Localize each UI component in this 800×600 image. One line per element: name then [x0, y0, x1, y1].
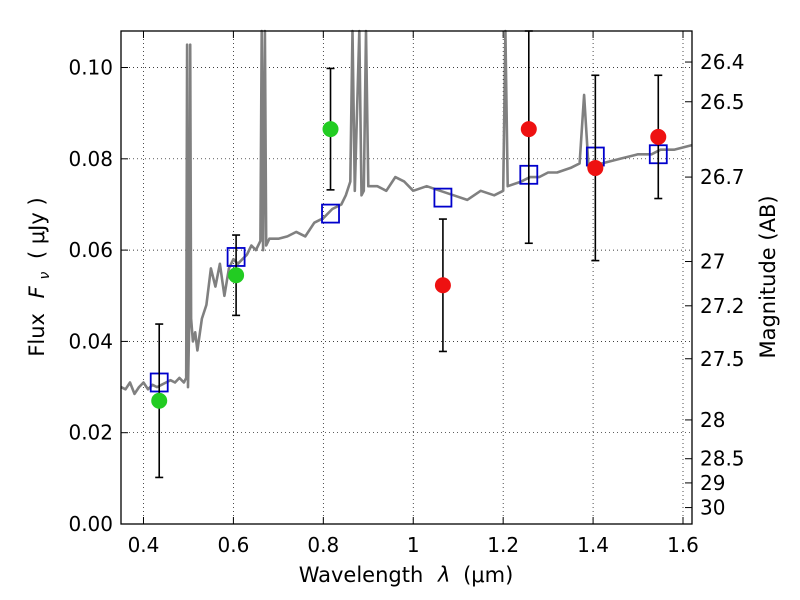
x-axis-label-text: Wavelength — [299, 563, 424, 587]
right-tick-label: 27.2 — [700, 294, 745, 318]
detection-point — [228, 267, 245, 284]
x-tick-label: 0.8 — [307, 533, 339, 557]
x-tick-label: 1.2 — [487, 533, 519, 557]
x-tick-label: 1 — [407, 533, 420, 557]
right-tick-label: 30 — [700, 496, 725, 520]
right-tick-label: 27 — [700, 250, 725, 274]
plot-data — [120, 29, 693, 479]
upper-limit-point — [650, 128, 667, 145]
x-tick-label: 1.4 — [577, 533, 609, 557]
detection-point — [322, 121, 339, 138]
upper-limit-point — [434, 277, 451, 294]
y-tick-label: 0.00 — [68, 512, 113, 536]
y-tick-label: 0.02 — [68, 421, 113, 445]
model-photometry-square — [433, 187, 453, 208]
x-tick-label: 0.4 — [128, 533, 160, 557]
y-tick-label: 0.08 — [68, 147, 113, 171]
model-photometry-square — [321, 203, 340, 224]
x-tick-label: 1.6 — [667, 533, 699, 557]
spectrum-line — [120, 29, 693, 396]
x-tick-label: 0.6 — [217, 533, 249, 557]
y-axis-label-symbol: F — [25, 285, 49, 298]
y-axis-label-unit: ( μJy ) — [25, 197, 49, 259]
right-tick-label: 27.5 — [700, 347, 745, 371]
right-axis-label: Magnitude (AB) — [756, 195, 780, 358]
x-axis-label-symbol: λ — [437, 563, 450, 587]
right-tick-label: 28.5 — [700, 447, 745, 471]
x-axis-label: Wavelength λ (μm) — [299, 563, 514, 587]
right-tick-label: 26.7 — [700, 165, 745, 189]
right-tick-label: 26.5 — [700, 90, 745, 114]
upper-limit-point — [587, 159, 604, 176]
grid — [121, 31, 692, 525]
axes: 0.4 0.6 0.8 1 1.2 1.4 1.6 0.00 0.02 0.04 0.06 0.08 0… — [68, 31, 745, 557]
x-axis-label-unit: (μm) — [463, 563, 513, 587]
y-tick-label: 0.10 — [68, 56, 113, 80]
upper-limit-point — [520, 121, 537, 138]
y-axis-label-subscript: ν — [37, 272, 53, 280]
y-tick-label: 0.04 — [68, 329, 113, 353]
right-tick-label: 26.4 — [700, 50, 745, 74]
right-tick-label: 29 — [700, 471, 725, 495]
right-tick-label: 28 — [700, 408, 725, 432]
y-tick-label: 0.06 — [68, 238, 113, 262]
plot-frame — [120, 30, 693, 525]
y-axis-label-text: Flux — [25, 313, 49, 357]
y-axis-label: Flux F ν ( μJy ) — [25, 197, 54, 356]
detection-point — [151, 392, 168, 409]
